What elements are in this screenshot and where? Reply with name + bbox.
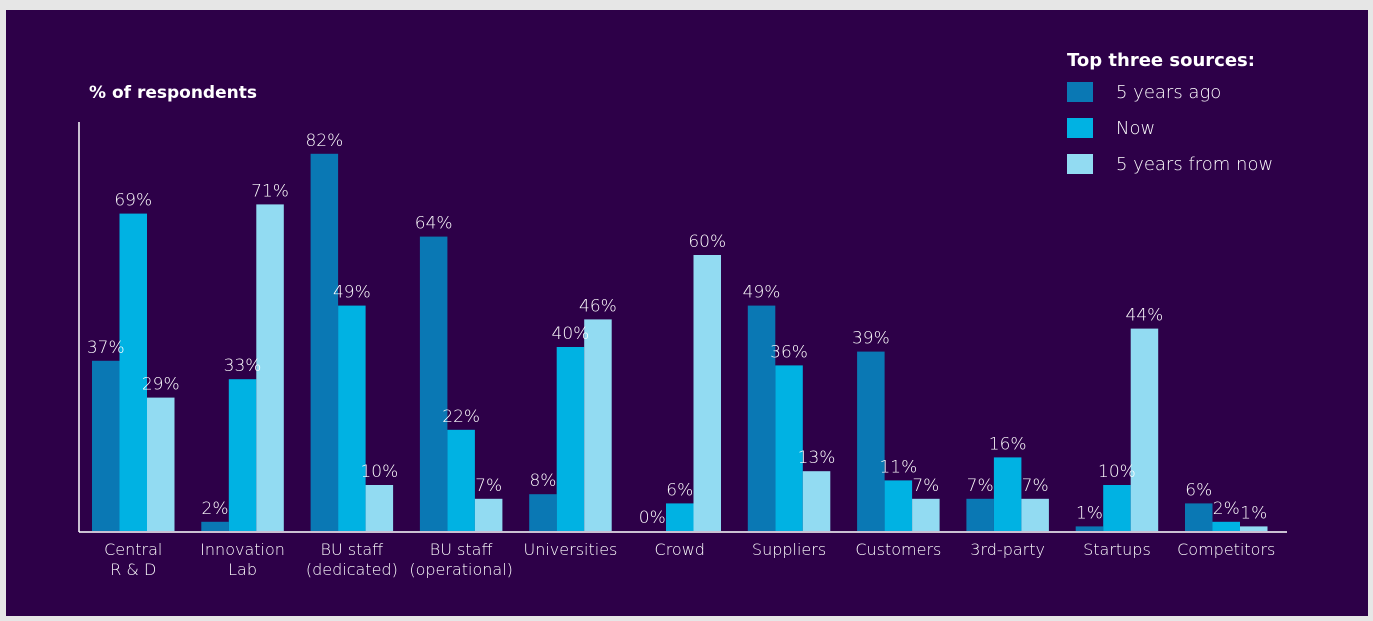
bar-value-label-10-0: 6% [1185, 480, 1212, 500]
bar-value-label-6-0: 49% [743, 283, 781, 303]
bar-value-label-6-1: 36% [770, 342, 808, 362]
bar-4-2 [584, 319, 612, 531]
bar-value-label-6-2: 13% [798, 448, 836, 468]
category-label-9: Startups [1083, 540, 1151, 559]
category-label-4: Universities [524, 540, 618, 559]
bar-value-label-7-0: 39% [852, 329, 890, 349]
bar-4-1 [556, 347, 585, 531]
bar-value-label-7-1: 11% [879, 457, 917, 477]
bar-8-0 [966, 498, 994, 531]
bar-value-label-9-1: 10% [1098, 462, 1136, 482]
bar-7-0 [857, 351, 885, 531]
bar-value-label-7-2: 7% [912, 476, 939, 496]
legend-title: Top three sources: [1067, 50, 1255, 71]
bar-value-label-5-1: 6% [666, 480, 693, 500]
bar-value-label-5-2: 60% [688, 232, 726, 252]
bar-chart: % of respondents 37% 69% 29% 2% 33% 71% 82% 49%… [78, 50, 1287, 579]
category-label-5: Crowd [655, 540, 705, 559]
bar-2-2 [365, 485, 394, 531]
bar-1-0 [201, 521, 229, 531]
bar-9-0 [1075, 526, 1104, 531]
bar-value-label-0-2: 29% [142, 375, 180, 395]
bar-8-1 [993, 457, 1022, 531]
bar-5-1 [666, 503, 694, 531]
category-label-1: Innovation Lab [200, 540, 285, 579]
bar-value-label-8-0: 7% [967, 476, 994, 496]
bar-value-label-1-2: 71% [251, 181, 289, 201]
bar-5-2 [693, 255, 721, 531]
bar-2-1 [338, 305, 366, 531]
category-labels-group: Central R & D Innovation Lab BU staff (dedica… [104, 540, 1275, 579]
bar-8-2 [1021, 498, 1049, 531]
bar-value-label-4-1: 40% [552, 324, 590, 344]
bar-7-2 [912, 498, 940, 531]
y-axis-label: % of respondents [89, 83, 257, 103]
bar-9-1 [1103, 485, 1131, 531]
chart-frame: % of respondents 37% 69% 29% 2% 33% 71% 82% 49%… [6, 10, 1368, 616]
bar-value-label-3-0: 64% [415, 214, 453, 234]
bar-6-2 [802, 471, 831, 531]
bar-value-label-3-1: 22% [442, 407, 480, 427]
bar-0-2 [147, 397, 175, 531]
bar-7-1 [884, 480, 913, 531]
bar-3-2 [474, 498, 503, 531]
bar-value-label-1-1: 33% [224, 356, 262, 376]
category-label-10: Competitors [1177, 540, 1275, 559]
bar-value-label-9-2: 44% [1126, 306, 1164, 326]
bar-2-0 [310, 153, 339, 532]
bar-3-1 [447, 429, 475, 531]
bar-1-2 [256, 204, 284, 531]
bar-0-1 [119, 213, 147, 531]
legend-label-2: 5 years from now [1116, 154, 1273, 175]
bar-value-label-4-0: 8% [529, 471, 556, 491]
bar-value-label-10-1: 2% [1213, 499, 1240, 519]
legend-label-1: Now [1116, 118, 1155, 139]
bar-labels-group: 37% 69% 29% 2% 33% 71% 82% 49% 10% 64% 22% 7% 8% 40% 4… [87, 131, 1267, 528]
bar-value-label-9-0: 1% [1076, 503, 1103, 523]
bar-3-0 [419, 236, 448, 531]
legend-swatch-0 [1067, 82, 1093, 102]
bar-value-label-5-0: 0% [639, 508, 666, 528]
bar-value-label-8-1: 16% [989, 434, 1027, 454]
bar-value-label-8-2: 7% [1022, 476, 1049, 496]
bar-10-2 [1240, 526, 1268, 531]
bar-9-2 [1130, 328, 1159, 531]
bar-value-label-4-2: 46% [579, 296, 617, 316]
category-label-7: Customers [855, 540, 941, 559]
bar-value-label-1-0: 2% [202, 499, 229, 519]
bar-value-label-2-2: 10% [360, 462, 398, 482]
category-label-8: 3rd-party [970, 540, 1045, 559]
bars-group [92, 153, 1268, 532]
bar-4-0 [529, 494, 557, 531]
category-label-0: Central R & D [104, 540, 162, 579]
bar-10-1 [1212, 521, 1240, 531]
bar-0-0 [92, 360, 120, 531]
legend-swatch-2 [1067, 154, 1093, 174]
legend-label-0: 5 years ago [1116, 82, 1221, 103]
bar-6-0 [747, 305, 776, 531]
bar-6-1 [775, 365, 803, 531]
bar-1-1 [228, 379, 257, 531]
category-label-3: BU staff (operational) [409, 540, 513, 579]
bar-value-label-2-0: 82% [305, 131, 343, 151]
legend: Top three sources: 5 years ago Now 5 years… [1067, 50, 1273, 175]
bar-10-0 [1185, 503, 1213, 531]
legend-swatch-1 [1067, 118, 1093, 138]
bar-value-label-0-1: 69% [114, 191, 152, 211]
bar-value-label-10-2: 1% [1240, 503, 1267, 523]
bar-value-label-0-0: 37% [87, 338, 125, 358]
bar-value-label-2-1: 49% [333, 283, 371, 303]
category-label-6: Suppliers [752, 540, 826, 559]
category-label-2: BU staff (dedicated) [306, 540, 398, 579]
bar-value-label-3-2: 7% [475, 476, 502, 496]
